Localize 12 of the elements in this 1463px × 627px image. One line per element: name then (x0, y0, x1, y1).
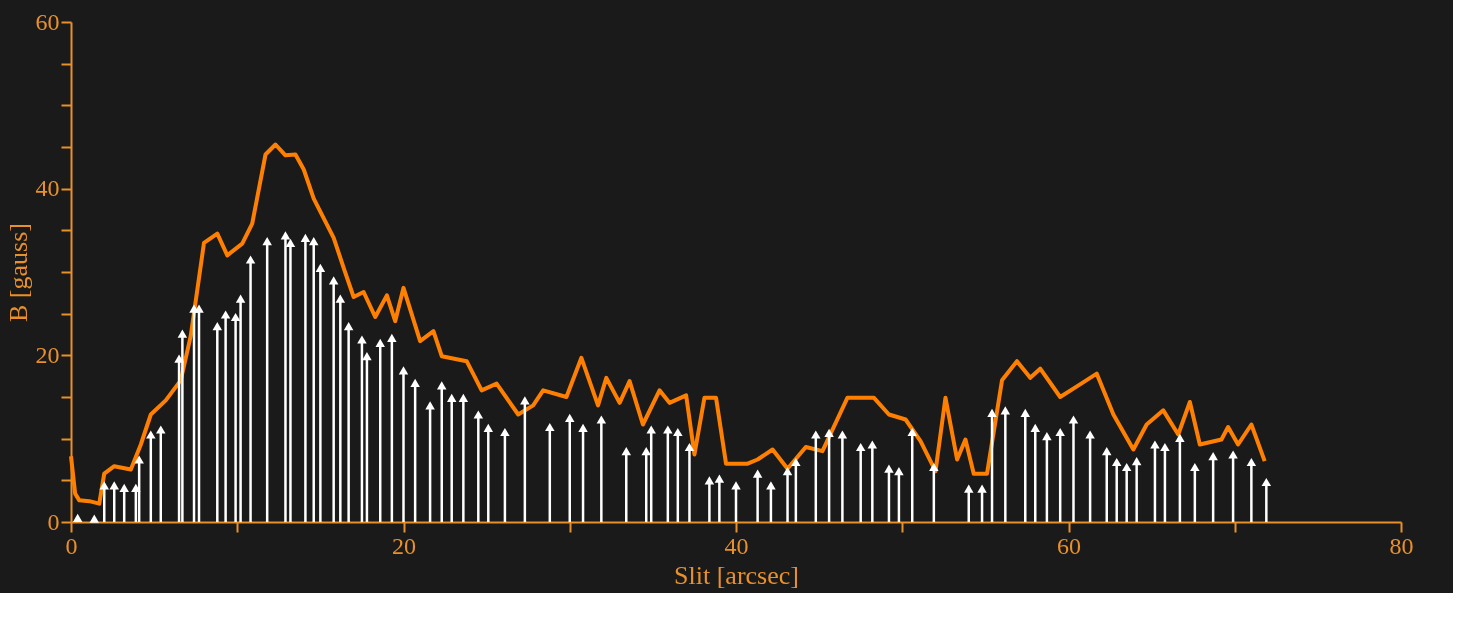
y-tick-label: 0 (47, 508, 60, 535)
y-tick-label: 60 (35, 8, 60, 35)
x-tick-label: 80 (1389, 532, 1414, 559)
x-tick-label: 60 (1057, 532, 1081, 559)
x-tick-label: 20 (392, 532, 416, 559)
x-axis-title: Slit [arcsec] (674, 560, 799, 590)
y-tick-label: 40 (35, 175, 60, 202)
x-tick-label: 0 (65, 532, 78, 559)
line-series (69, 142, 1267, 506)
x-tick-label: 40 (724, 532, 749, 559)
y-axis-title: B [gauss] (3, 223, 33, 322)
y-tick-label: 20 (35, 341, 60, 368)
